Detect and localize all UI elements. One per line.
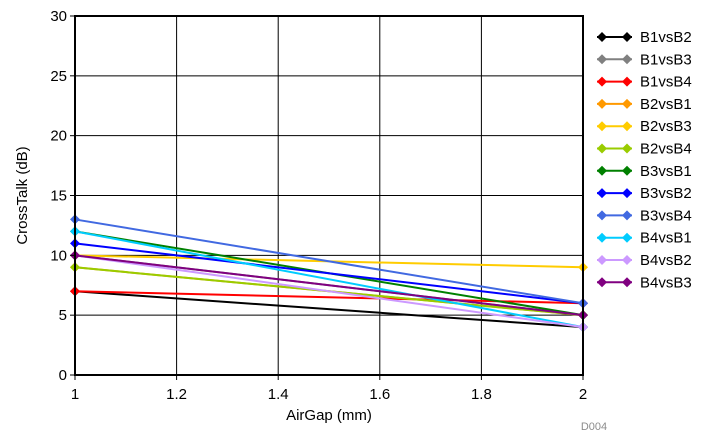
- series-line: [74, 230, 584, 329]
- legend-marker: [597, 188, 607, 199]
- legend-marker: [597, 98, 607, 109]
- legend-marker: [622, 76, 632, 87]
- legend-marker: [597, 54, 607, 65]
- legend-marker: [622, 32, 632, 42]
- legend-marker: [597, 165, 607, 176]
- legend-marker: [622, 188, 632, 199]
- legend-marker: [597, 121, 607, 132]
- legend-item: B3vsB1: [597, 163, 692, 180]
- legend-label: B1vsB2: [640, 29, 692, 46]
- legend-marker: [622, 277, 632, 288]
- x-axis: 1 1.2 1.4 1.6 1.8 2: [71, 375, 587, 403]
- legend-marker: [597, 232, 607, 243]
- legend-item: B1vsB2: [597, 29, 692, 46]
- y-axis: 0 5 10 15 20 25 30: [50, 8, 75, 384]
- x-tick-label: 1.4: [268, 386, 289, 403]
- x-axis-title: AirGap (mm): [286, 407, 372, 424]
- x-tick-label: 2: [579, 386, 587, 403]
- legend-marker: [622, 255, 632, 265]
- legend-label: B1vsB3: [640, 51, 692, 68]
- y-tick-label: 15: [50, 188, 67, 205]
- figure-id: D004: [581, 421, 607, 433]
- y-axis-title: CrossTalk (dB): [14, 146, 31, 244]
- legend-item: B3vsB4: [597, 207, 692, 224]
- legend-item: B2vsB3: [597, 118, 692, 135]
- legend-item: B1vsB3: [597, 51, 692, 68]
- series-line: [74, 242, 584, 305]
- legend-marker: [597, 32, 607, 42]
- legend-item: B1vsB4: [597, 74, 692, 91]
- legend-item: B2vsB4: [597, 141, 692, 158]
- legend-marker: [622, 165, 632, 176]
- series-line: [74, 290, 584, 329]
- series-line: [74, 218, 584, 305]
- x-tick-label: 1.8: [471, 386, 492, 403]
- legend-label: B1vsB4: [640, 74, 692, 91]
- legend-label: B3vsB2: [640, 185, 692, 202]
- legend-item: B2vsB1: [597, 96, 692, 113]
- legend-label: B4vsB3: [640, 274, 692, 291]
- legend-marker: [622, 210, 632, 221]
- legend-marker: [597, 76, 607, 87]
- legend-marker: [622, 54, 632, 65]
- legend-marker: [622, 121, 632, 132]
- legend-marker: [597, 255, 607, 265]
- legend-label: B4vsB1: [640, 230, 692, 247]
- x-tick-label: 1.6: [369, 386, 390, 403]
- y-tick-label: 30: [50, 8, 67, 25]
- x-tick-label: 1: [71, 386, 79, 403]
- legend-label: B2vsB1: [640, 96, 692, 113]
- legend-label: B4vsB2: [640, 252, 692, 269]
- y-tick-label: 10: [50, 247, 67, 264]
- legend-marker: [597, 277, 607, 288]
- legend-item: B3vsB2: [597, 185, 692, 202]
- y-tick-label: 25: [50, 68, 67, 85]
- series-line: [74, 254, 584, 329]
- y-tick-label: 5: [59, 307, 67, 324]
- legend-label: B3vsB1: [640, 163, 692, 180]
- y-tick-label: 0: [59, 367, 67, 384]
- legend: B1vsB2 B1vsB3 B1vsB4 B2vsB1 B2vsB3 B2vsB4 B3vs…: [597, 29, 692, 291]
- legend-item: B4vsB1: [597, 230, 692, 247]
- legend-marker: [622, 143, 632, 154]
- series-line: [74, 254, 584, 317]
- legend-label: B2vsB3: [640, 118, 692, 135]
- legend-label: B3vsB4: [640, 207, 692, 224]
- x-tick-label: 1.2: [166, 386, 187, 403]
- y-tick-label: 20: [50, 128, 67, 145]
- grid: [75, 16, 583, 375]
- legend-marker: [622, 98, 632, 109]
- legend-label: B2vsB4: [640, 141, 692, 158]
- legend-item: B4vsB3: [597, 274, 692, 291]
- legend-item: B4vsB2: [597, 252, 692, 269]
- legend-marker: [622, 232, 632, 243]
- series-layer: [70, 214, 588, 333]
- legend-marker: [597, 210, 607, 221]
- legend-marker: [597, 143, 607, 154]
